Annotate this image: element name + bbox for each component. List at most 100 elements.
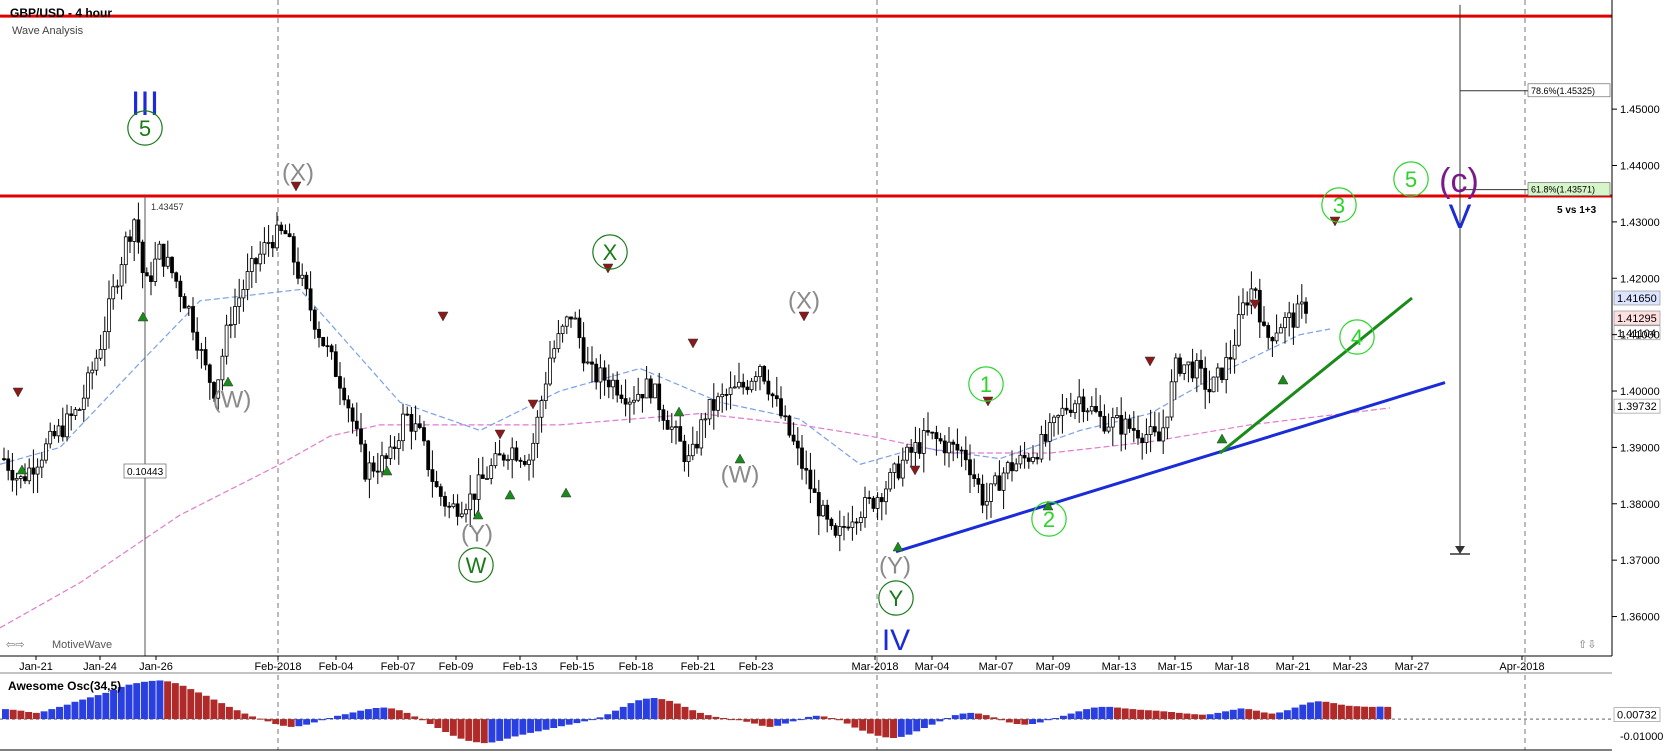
candle-body [884,488,888,503]
swing-marker [892,541,904,552]
candle-body [1304,301,1308,314]
candle-body [808,469,813,490]
candle-body [1199,359,1203,369]
osc-bar [542,719,550,730]
candle-body [258,253,263,265]
candle-body [1148,426,1153,435]
scroll-left-icon[interactable]: ⇦⇨ [6,638,24,651]
wave-label-circle [592,234,628,270]
candle-body [577,317,582,339]
candle-body [707,399,712,420]
candle-body [724,394,729,396]
osc-bar [249,716,257,720]
x-tick-label: Jan-24 [83,661,117,673]
osc-bar [117,686,125,720]
osc-bar [2,709,9,720]
wave-label: IV [882,624,910,657]
candle-body [153,258,158,282]
wave-label-text: IV [882,624,910,657]
wave-label-text: (Y) [879,553,911,580]
osc-bar [859,719,867,731]
candle-body [350,407,355,422]
candle-body [606,379,611,388]
candle-body [842,526,846,528]
candle-body [535,416,540,444]
candle-body [1266,325,1271,338]
osc-bar [264,719,272,722]
candle-body [711,399,716,411]
candle-body [560,325,565,335]
candle-body [682,440,687,463]
candle-body [980,483,985,506]
candle-body [1232,344,1237,360]
candle-body [1140,437,1145,443]
candle-body [111,286,116,300]
candle-body [947,441,951,454]
osc-bar [1144,710,1152,720]
osc-bar [1098,706,1106,720]
osc-bar [843,719,851,724]
osc-bar [202,695,210,720]
osc-bar [364,709,372,720]
candle-body [1043,434,1048,442]
oscillator-title: Awesome Osc(34,5) [8,679,121,693]
osc-bar [1191,714,1199,720]
candle-body [1052,416,1056,424]
osc-bar [295,719,303,727]
candle-body [1274,332,1279,342]
wave-label-text: 3 [1333,193,1345,218]
x-tick-label: Mar-09 [1036,661,1071,673]
wave-label-circle [458,547,494,583]
x-tick-label: Feb-18 [619,661,654,673]
candle-body [716,396,720,411]
candle-body [270,242,275,249]
swing-marker [560,487,572,498]
osc-bar [442,719,450,732]
candle-body [279,224,284,231]
scroll-updown-icon[interactable]: ⇧⇩ [1578,638,1596,651]
candle-body [972,474,977,479]
candle-body [518,459,523,462]
osc-bar [588,719,596,721]
x-tick-label: Mar-18 [1215,661,1250,673]
candle-body [1161,427,1166,442]
candle-body [220,355,225,381]
osc-bar [1345,705,1353,720]
candle-body [632,399,636,403]
wave-label: (X) [788,288,820,315]
osc-bar [712,716,720,720]
candle-body [476,474,481,500]
fib-label-text: 61.8%(1.43571) [1531,185,1595,195]
osc-bar [1376,706,1384,720]
candle-body [1224,357,1229,381]
candle-body [1257,289,1262,323]
y-tick-label: 1.40000 [1620,386,1660,398]
candle-body [417,423,422,429]
candle-body [766,380,771,395]
candle-body [821,504,825,517]
osc-bar [975,713,982,720]
osc-bar [40,711,48,720]
osc-bar [1322,701,1330,720]
osc-bar [751,719,758,724]
candle-body [1131,428,1136,431]
candle-body [581,337,586,364]
moving-averages [0,288,1391,629]
swing-marker [527,399,539,410]
candle-body [644,378,649,399]
candle-body [720,394,725,398]
candle-body [1157,431,1161,442]
osc-bar [102,692,110,720]
candle-body [997,475,1002,491]
candle-body [195,331,200,351]
wave-label-text: (X) [282,160,314,187]
candle-body [367,462,372,480]
candle-body [501,454,506,461]
wave-label-circle [1321,187,1357,223]
candle-body [493,453,498,467]
wave-label-text: (X) [788,288,820,315]
osc-bar [1059,715,1067,720]
candle-body [455,503,460,517]
swing-marker [909,465,921,476]
